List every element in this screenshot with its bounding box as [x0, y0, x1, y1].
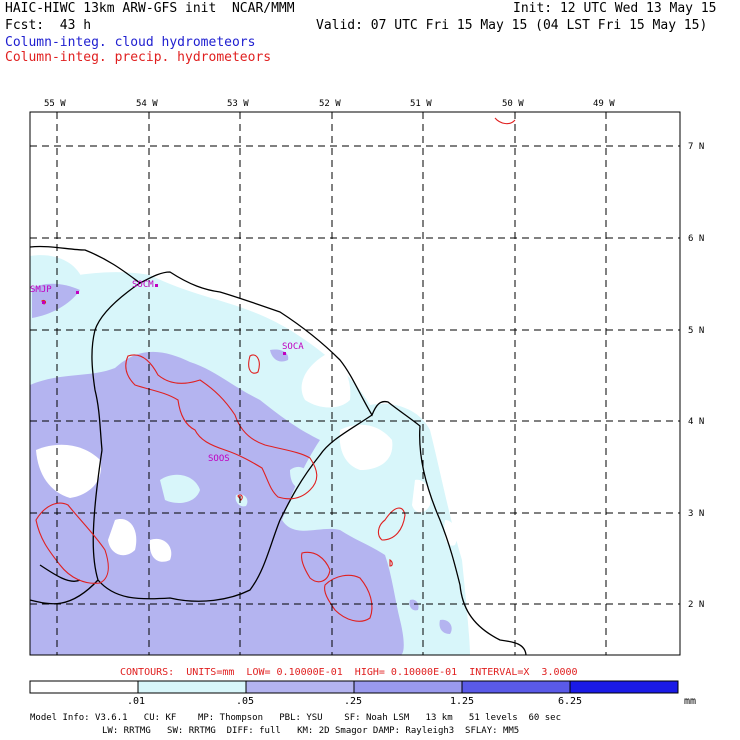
station-smjp: SMJP	[30, 285, 52, 295]
map-ticks	[56, 112, 607, 118]
lon-label-50w: 50 W	[502, 99, 524, 109]
title: HAIC-HIWC 13km ARW-GFS init NCAR/MMM	[5, 1, 295, 16]
lat-label-5n: 5 N	[688, 326, 704, 336]
station-socm: SOCM	[132, 280, 154, 290]
lon-label-51w: 51 W	[410, 99, 432, 109]
field-cloud-label: Column-integ. cloud hydrometeors	[5, 35, 256, 50]
model-info-line2: LW: RRTMG SW: RRTMG DIFF: full KM: 2D Sm…	[102, 726, 520, 736]
init-time: Init: 12 UTC Wed 13 May 15	[513, 1, 717, 16]
colorbar-tick-05: .05	[236, 696, 255, 707]
valid-time: Valid: 07 UTC Fri 15 May 15 (04 LST Fri …	[316, 18, 708, 33]
colorbar-tick-25: .25	[344, 696, 363, 707]
lat-label-2n: 2 N	[688, 600, 704, 610]
forecast-hour: Fcst: 43 h	[5, 18, 92, 33]
station-markers	[42, 284, 286, 355]
lat-label-7n: 7 N	[688, 142, 704, 152]
graticule	[30, 112, 680, 655]
field-precip-label: Column-integ. precip. hydrometeors	[5, 50, 272, 65]
lat-label-6n: 6 N	[688, 234, 704, 244]
station-soos: SOOS	[208, 454, 230, 464]
lon-label-53w: 53 W	[227, 99, 249, 109]
lon-label-55w: 55 W	[44, 99, 66, 109]
contours-info: CONTOURS: UNITS=mm LOW= 0.10000E-01 HIGH…	[120, 667, 578, 678]
lon-label-54w: 54 W	[136, 99, 158, 109]
cloud-shading	[30, 255, 470, 655]
station-soca: SOCA	[282, 342, 304, 352]
colorbar-tick-125: 1.25	[450, 696, 475, 707]
lon-label-52w: 52 W	[319, 99, 341, 109]
colorbar-units: mm	[684, 696, 697, 707]
colorbar-tick-01: .01	[127, 696, 146, 707]
lat-label-4n: 4 N	[688, 417, 704, 427]
model-info-line1: Model Info: V3.6.1 CU: KF MP: Thompson P…	[30, 713, 562, 723]
colorbar-tick-625: 6.25	[558, 696, 583, 707]
map-frame	[29, 111, 681, 656]
lon-label-49w: 49 W	[593, 99, 615, 109]
lat-label-3n: 3 N	[688, 509, 704, 519]
colorbar	[29, 680, 679, 694]
